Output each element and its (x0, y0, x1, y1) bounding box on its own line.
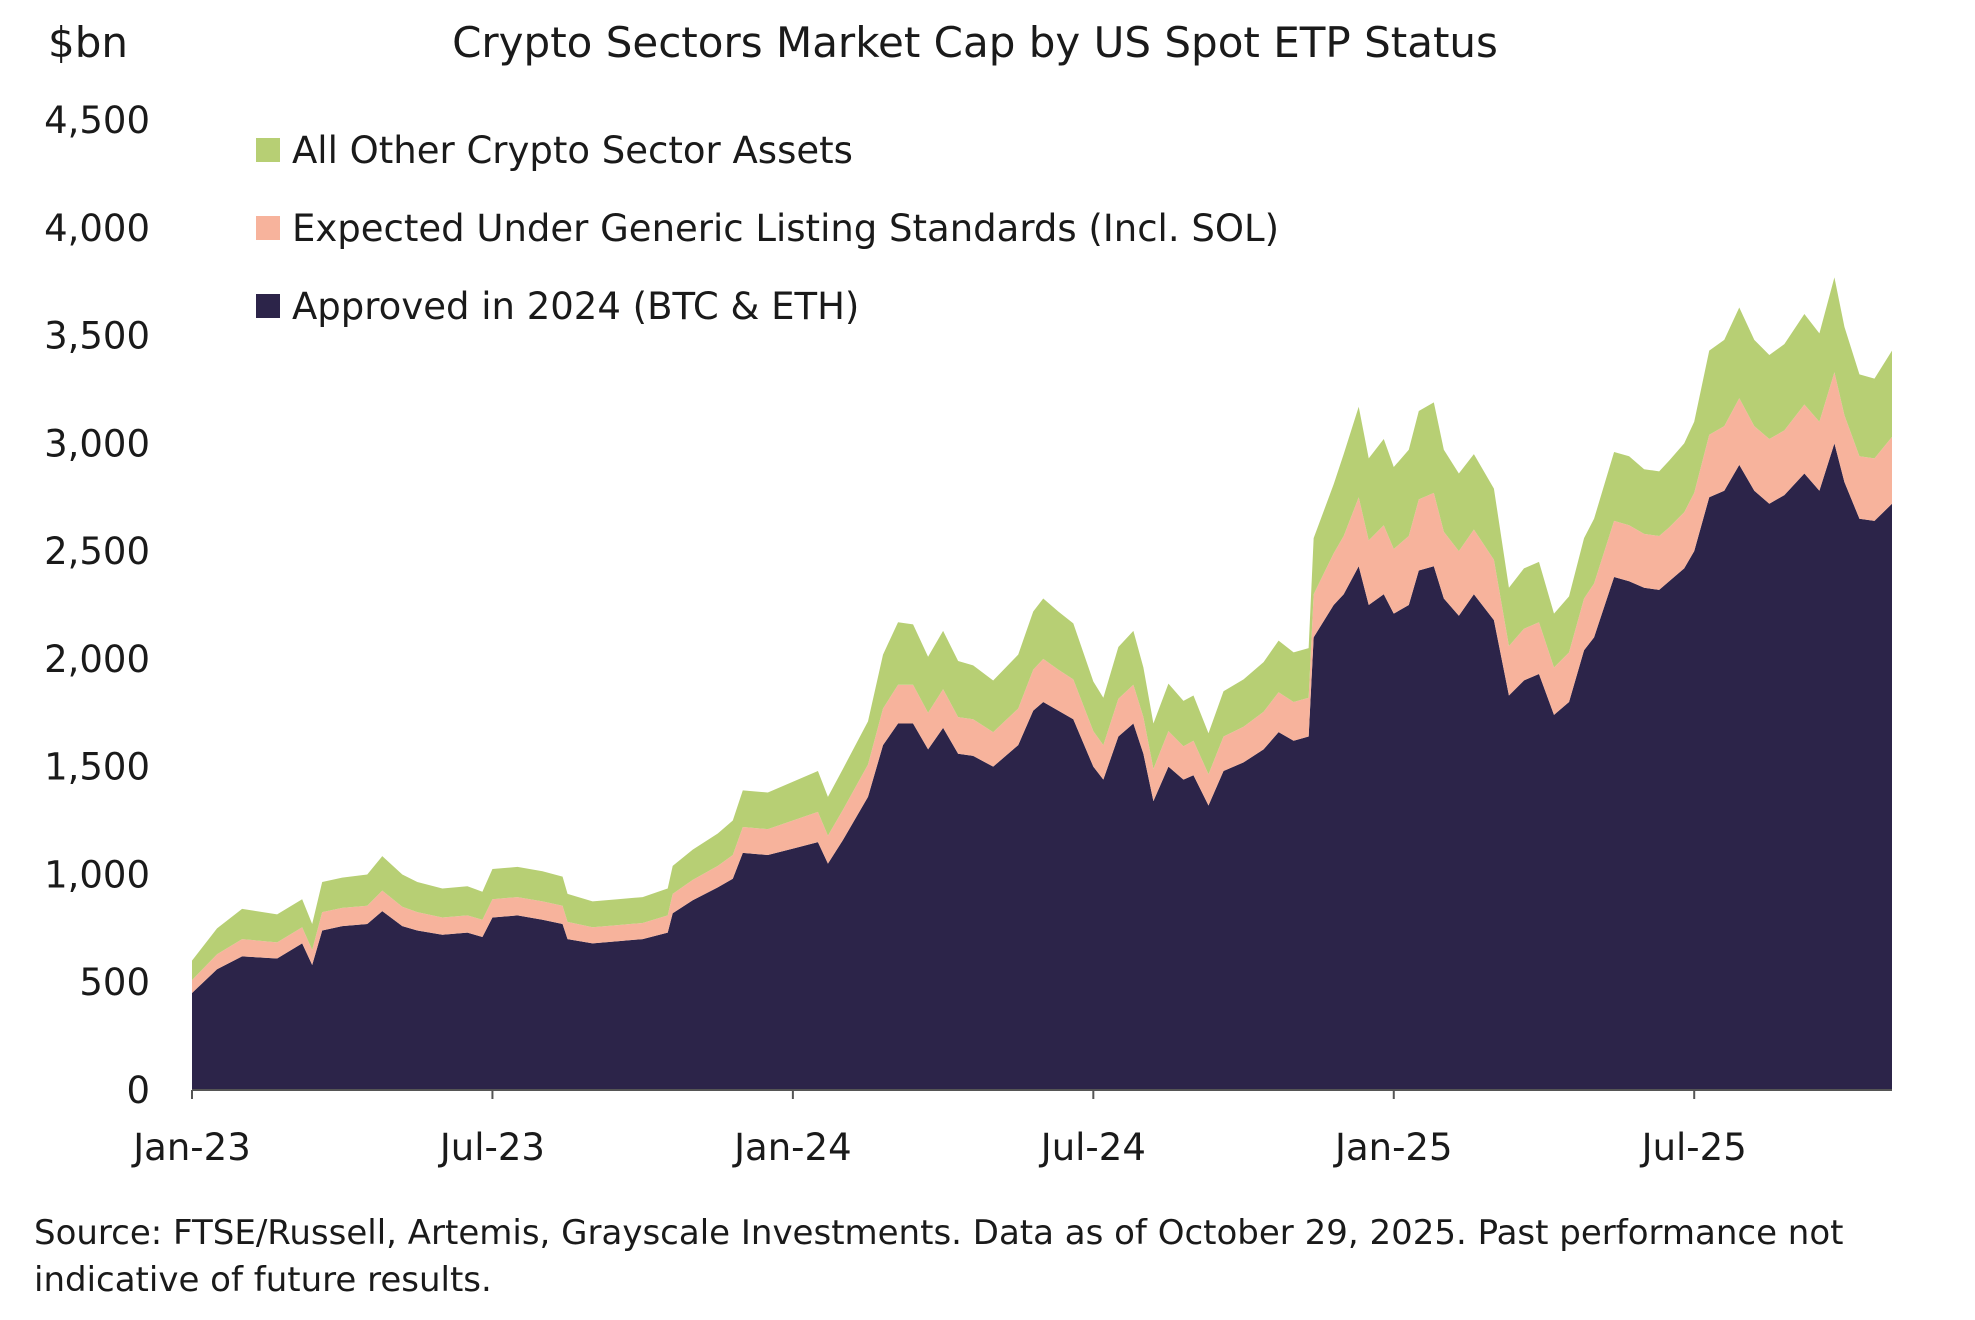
area-series-1 (192, 443, 1892, 1090)
x-tick-label: Jul-25 (1640, 1126, 1747, 1169)
y-tick-label: 500 (79, 961, 150, 1004)
legend-label: Approved in 2024 (BTC & ETH) (292, 285, 859, 328)
area-series-3 (192, 277, 1892, 981)
x-tick-label: Jan-23 (131, 1126, 250, 1169)
y-tick-label: 4,500 (44, 99, 150, 142)
y-tick-label: 2,500 (44, 530, 150, 573)
x-tick-label: Jan-25 (1333, 1126, 1452, 1169)
legend-label: All Other Crypto Sector Assets (292, 129, 853, 172)
area-series-2 (192, 372, 1892, 993)
y-tick-label: 0 (126, 1069, 150, 1112)
y-tick-label: 2,000 (44, 638, 150, 681)
legend-swatch (256, 294, 280, 318)
legend: All Other Crypto Sector Assets Expected U… (256, 129, 1279, 328)
x-axis: Jan-23 Jul-23 Jan-24 Jul-24 Jan-25 Jul-25 (131, 1089, 1892, 1169)
y-tick-label: 1,500 (44, 746, 150, 789)
legend-label: Expected Under Generic Listing Standards… (292, 207, 1279, 250)
source-line-1: Source: FTSE/Russell, Artemis, Grayscale… (34, 1213, 1844, 1253)
y-axis: 0 500 1,000 1,500 2,000 2,500 3,000 3,500 4,000 4… (44, 99, 150, 1112)
x-tick-label: Jul-24 (1039, 1126, 1146, 1169)
y-tick-label: 1,000 (44, 853, 150, 896)
legend-swatch (256, 138, 280, 162)
source-note: Source: FTSE/Russell, Artemis, Grayscale… (34, 1210, 1954, 1304)
x-tick-label: Jul-23 (438, 1126, 545, 1169)
y-tick-label: 3,500 (44, 315, 150, 358)
legend-swatch (256, 216, 280, 240)
area-series-group (192, 277, 1892, 1090)
y-tick-label: 3,000 (44, 422, 150, 465)
x-tick-label: Jan-24 (732, 1126, 851, 1169)
chart-title: Crypto Sectors Market Cap by US Spot ETP… (452, 18, 1498, 67)
y-tick-label: 4,000 (44, 207, 150, 250)
y-axis-unit-label: $bn (48, 18, 128, 67)
source-line-2: indicative of future results. (34, 1260, 492, 1300)
